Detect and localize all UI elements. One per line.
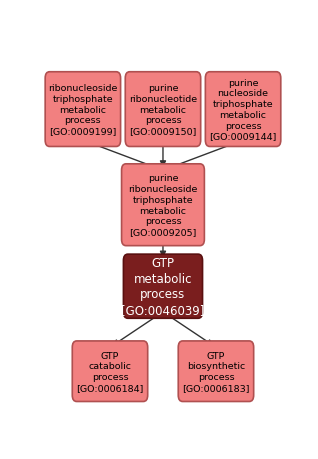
FancyBboxPatch shape xyxy=(45,73,121,147)
FancyBboxPatch shape xyxy=(72,341,148,402)
Text: GTP
biosynthetic
process
[GO:0006183]: GTP biosynthetic process [GO:0006183] xyxy=(182,351,250,392)
FancyBboxPatch shape xyxy=(123,255,203,319)
FancyBboxPatch shape xyxy=(121,164,204,246)
Text: GTP
metabolic
process
[GO:0046039]: GTP metabolic process [GO:0046039] xyxy=(121,257,205,316)
Text: purine
ribonucleoside
triphosphate
metabolic
process
[GO:0009205]: purine ribonucleoside triphosphate metab… xyxy=(128,174,198,236)
Text: purine
nucleoside
triphosphate
metabolic
process
[GO:0009144]: purine nucleoside triphosphate metabolic… xyxy=(209,78,277,141)
Text: ribonucleoside
triphosphate
metabolic
process
[GO:0009199]: ribonucleoside triphosphate metabolic pr… xyxy=(48,84,118,136)
FancyBboxPatch shape xyxy=(125,73,201,147)
FancyBboxPatch shape xyxy=(205,73,281,147)
Text: GTP
catabolic
process
[GO:0006184]: GTP catabolic process [GO:0006184] xyxy=(76,351,144,392)
FancyBboxPatch shape xyxy=(178,341,254,402)
Text: purine
ribonucleotide
metabolic
process
[GO:0009150]: purine ribonucleotide metabolic process … xyxy=(129,84,197,136)
